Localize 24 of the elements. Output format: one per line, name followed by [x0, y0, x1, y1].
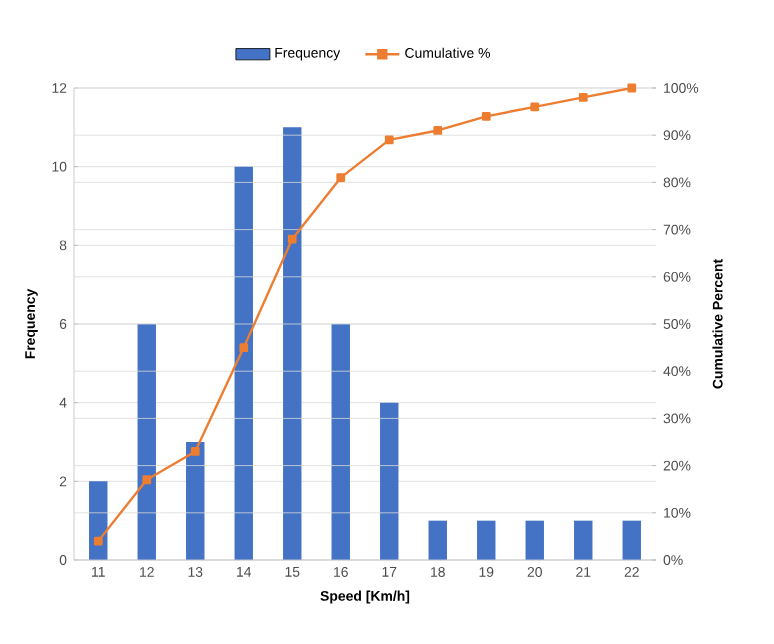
- point: [93, 536, 103, 546]
- point: [190, 447, 200, 456]
- point: [142, 475, 152, 485]
- bar: [477, 520, 496, 560]
- point: [433, 126, 443, 135]
- bar: [234, 166, 253, 560]
- point: [530, 102, 540, 112]
- point: [578, 93, 588, 102]
- point: [481, 111, 491, 121]
- bar: [525, 520, 544, 560]
- point: [627, 83, 637, 93]
- bar: [283, 127, 302, 560]
- bar: [89, 481, 108, 560]
- point: [384, 135, 394, 145]
- bar: [186, 442, 205, 560]
- bar: [622, 520, 641, 560]
- point: [287, 234, 297, 244]
- point: [336, 173, 346, 183]
- bar: [137, 324, 156, 560]
- bar: [574, 520, 593, 560]
- bar: [380, 402, 399, 560]
- point: [239, 343, 249, 352]
- bar: [428, 520, 447, 560]
- bar: [331, 324, 350, 560]
